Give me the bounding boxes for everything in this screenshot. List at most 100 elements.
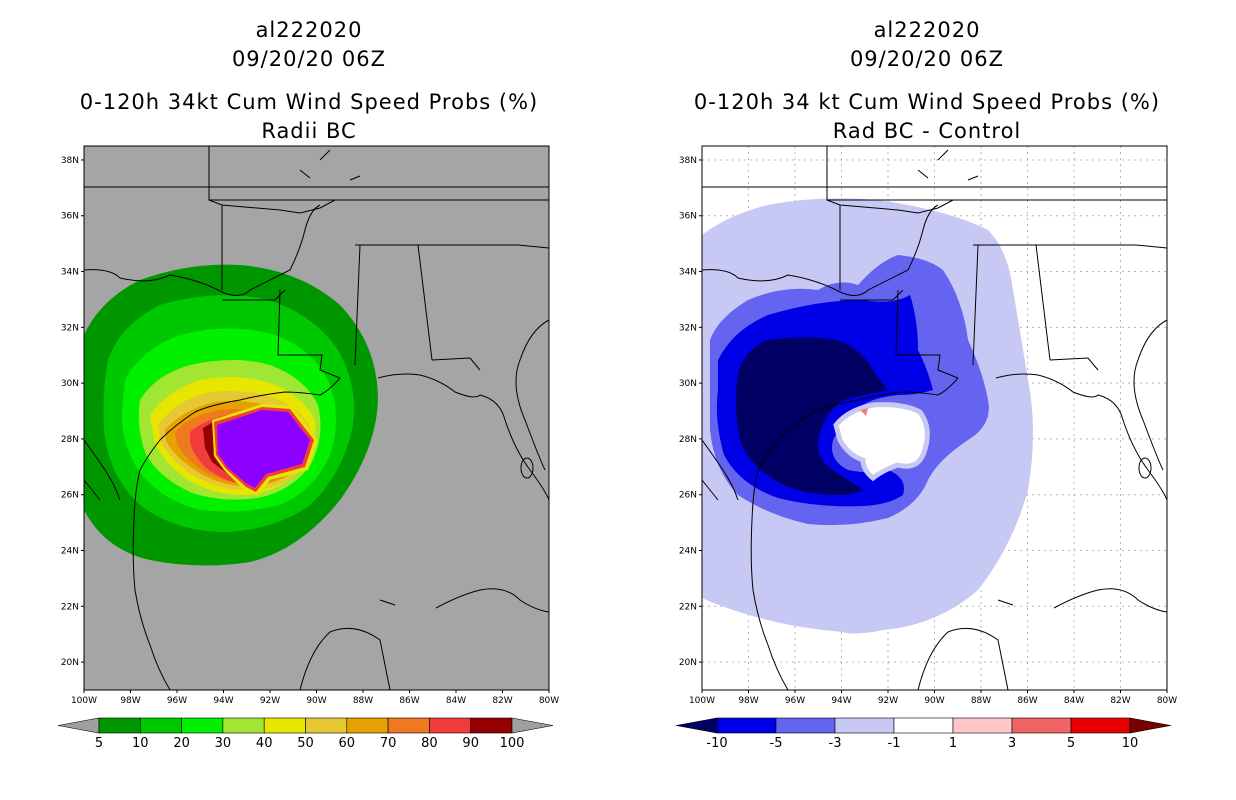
lon-label: 100W [71, 696, 97, 706]
right-subtitle: Rad BC - Control [832, 119, 1022, 143]
colorbar-label: 10 [132, 736, 149, 751]
left-colorbar: 5 10 20 30 40 50 60 70 80 90 100 [57, 717, 554, 751]
right-lat-axis: 38N 36N 34N 32N 30N 28N 26N 24N 22N 20N [679, 156, 702, 668]
colorbar-label: 20 [173, 736, 190, 751]
left-storm-id: al222020 [255, 18, 363, 42]
colorbar-segment [346, 717, 389, 734]
colorbar-label: 60 [339, 736, 356, 751]
right-storm-id: al222020 [873, 18, 981, 42]
colorbar-label: 80 [421, 736, 438, 751]
lon-label: 86W [399, 696, 419, 706]
colorbar-left-arrow [675, 717, 718, 734]
colorbar-segment [140, 717, 182, 734]
lat-label: 34N [61, 268, 79, 278]
lat-label: 32N [61, 323, 79, 333]
colorbar-segment [263, 717, 306, 734]
lat-label: 32N [679, 323, 697, 333]
right-colorbar: -10 -5 -3 -1 1 3 5 10 [675, 717, 1172, 751]
colorbar-label: -5 [770, 736, 783, 751]
colorbar-label: 40 [256, 736, 273, 751]
lon-label: 80W [1157, 696, 1177, 706]
lon-label: 88W [971, 696, 991, 706]
lon-label: 98W [738, 696, 758, 706]
colorbar-label: 10 [1122, 736, 1139, 751]
left-map: 38N 36N 34N 32N 30N 28N 26N 24N 22N 20N 100W 98W 96… [57, 145, 559, 751]
lat-label: 20N [679, 658, 697, 668]
lon-label: 92W [878, 696, 898, 706]
lat-label: 24N [679, 547, 697, 557]
colorbar-right-arrow [511, 717, 554, 734]
colorbar-segment [1011, 717, 1072, 734]
left-lon-axis: 100W 98W 96W 94W 92W 90W 88W 86W 84W 82W 80W [71, 690, 559, 706]
colorbar-left-arrow [57, 717, 100, 734]
lon-label: 90W [924, 696, 944, 706]
right-difference-contours [702, 198, 1033, 634]
diff-near-zero [833, 402, 930, 482]
lat-label: 26N [61, 491, 79, 501]
colorbar-segment [305, 717, 348, 734]
colorbar-segment [222, 717, 265, 734]
right-lon-axis: 100W 98W 96W 94W 92W 90W 88W 86W 84W 82W 80W [689, 690, 1177, 706]
colorbar-segment [98, 717, 141, 734]
left-panel: al222020 09/20/20 06Z 0-120h 34kt Cum Wi… [57, 18, 559, 751]
colorbar-segment [952, 717, 1013, 734]
lat-label: 28N [61, 435, 79, 445]
lat-label: 30N [61, 379, 79, 389]
right-map: 38N 36N 34N 32N 30N 28N 26N 24N 22N 20N 100W 98W 96… [675, 145, 1177, 751]
left-coastlines [84, 146, 549, 690]
lat-label: 36N [61, 212, 79, 222]
left-probability-contours [84, 264, 378, 566]
lon-label: 82W [1110, 696, 1130, 706]
colorbar-segment [181, 717, 224, 734]
colorbar-segment [834, 717, 895, 734]
lon-label: 82W [492, 696, 512, 706]
lon-label: 96W [785, 696, 805, 706]
diff-positive-spot [860, 408, 868, 416]
lon-label: 80W [539, 696, 559, 706]
lon-label: 84W [1064, 696, 1084, 706]
lon-label: 86W [1017, 696, 1037, 706]
lat-label: 24N [61, 547, 79, 557]
colorbar-label: 30 [215, 736, 232, 751]
left-lat-axis: 38N 36N 34N 32N 30N 28N 26N 24N 22N 20N [61, 156, 84, 668]
colorbar-label: 3 [1008, 736, 1016, 751]
colorbar-right-arrow [1129, 717, 1172, 734]
lon-label: 92W [260, 696, 280, 706]
colorbar-segment [429, 717, 471, 734]
colorbar-label: -10 [706, 736, 727, 751]
colorbar-label: 50 [297, 736, 314, 751]
lon-label: 90W [306, 696, 326, 706]
colorbar-segment [893, 717, 954, 734]
lon-label: 98W [120, 696, 140, 706]
lon-label: 94W [831, 696, 851, 706]
right-panel: al222020 09/20/20 06Z 0-120h 34 kt Cum W… [618, 0, 1236, 800]
colorbar-label: 100 [500, 736, 525, 751]
lat-label: 26N [679, 491, 697, 501]
colorbar-segment [1070, 717, 1131, 734]
colorbar-label: 5 [1067, 736, 1075, 751]
colorbar-label: 70 [380, 736, 397, 751]
colorbar-label: 90 [462, 736, 479, 751]
colorbar-label: -1 [888, 736, 901, 751]
diff-minus10 [735, 337, 888, 495]
lon-label: 94W [213, 696, 233, 706]
lat-label: 36N [679, 212, 697, 222]
left-title: 0-120h 34kt Cum Wind Speed Probs (%) [79, 90, 539, 114]
lon-label: 88W [353, 696, 373, 706]
left-subtitle: Radii BC [261, 119, 357, 143]
lat-label: 38N [61, 156, 79, 166]
right-datetime: 09/20/20 06Z [849, 47, 1005, 71]
lat-label: 22N [61, 602, 79, 612]
colorbar-segment [716, 717, 777, 734]
colorbar-segment [387, 717, 430, 734]
right-title: 0-120h 34 kt Cum Wind Speed Probs (%) [693, 90, 1161, 114]
colorbar-segment [775, 717, 836, 734]
contour-100 [217, 410, 310, 488]
colorbar-label: 1 [949, 736, 957, 751]
colorbar-segment [470, 717, 513, 734]
lat-label: 28N [679, 435, 697, 445]
lon-label: 100W [689, 696, 715, 706]
lon-label: 96W [167, 696, 187, 706]
colorbar-label: 5 [95, 736, 103, 751]
lat-label: 34N [679, 268, 697, 278]
